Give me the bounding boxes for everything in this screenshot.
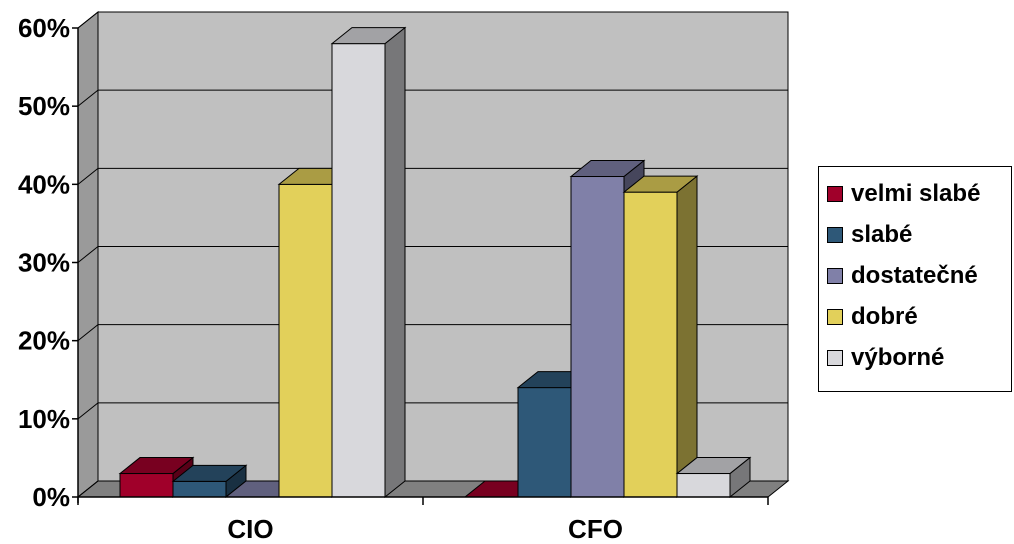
y-tick-label: 20% — [18, 326, 70, 356]
x-tick-label: CIO — [227, 514, 273, 544]
legend-item: velmi slabé — [827, 179, 980, 209]
bar — [622, 175, 699, 499]
bar-front — [676, 473, 731, 498]
legend-item: slabé — [827, 220, 912, 250]
y-tick-label: 30% — [18, 248, 70, 278]
y-tick-label: 10% — [18, 404, 70, 434]
bar-front — [331, 43, 386, 498]
legend-swatch — [827, 350, 843, 366]
y-tick-label: 0% — [32, 482, 70, 512]
legend-swatch — [827, 309, 843, 325]
legend-label: dostatečné — [851, 262, 978, 289]
legend-label: slabé — [851, 221, 913, 248]
legend-item: výborné — [827, 343, 944, 373]
x-tick-label: CFO — [568, 514, 623, 544]
bar-front — [278, 183, 333, 498]
gridline-side — [77, 167, 99, 185]
bar-side — [384, 26, 406, 499]
y-tick-label: 50% — [18, 91, 70, 121]
bar-top — [675, 457, 752, 475]
bar-front — [119, 473, 174, 498]
bar — [675, 456, 752, 499]
bar-top — [622, 175, 699, 193]
legend-item: dobré — [827, 302, 918, 332]
axes — [72, 27, 769, 505]
legend-swatch — [827, 186, 843, 202]
gridline-side — [77, 324, 99, 342]
bar — [171, 464, 248, 499]
bar-top — [569, 160, 646, 178]
y-tick-label: 40% — [18, 169, 70, 199]
gridline-side — [77, 480, 99, 498]
legend-label: dobré — [851, 303, 918, 330]
bar-front — [570, 176, 625, 498]
gridline-side — [77, 402, 99, 420]
legend: velmi slabé slabé dostatečné dobré výborné — [818, 166, 1012, 392]
bar-front — [517, 387, 572, 498]
gridline-side — [77, 246, 99, 263]
x-tick-labels: CIO CFO — [227, 514, 623, 544]
bar-top — [330, 27, 407, 45]
bars — [118, 26, 752, 499]
gridline-side — [77, 89, 99, 107]
legend-swatch — [827, 227, 843, 243]
bar — [118, 456, 195, 499]
bar-top — [118, 457, 195, 475]
bar-top — [171, 464, 248, 482]
legend-label: výborné — [851, 344, 945, 371]
y-tick-labels: 0% 10% 20% 30% 40% 50% 60% — [18, 13, 70, 512]
legend-swatch — [827, 268, 843, 284]
y-tick-label: 60% — [18, 13, 70, 43]
bar-side — [676, 175, 698, 499]
legend-item: dostatečné — [827, 261, 978, 291]
gridline-side — [77, 11, 99, 29]
bar-front — [623, 191, 678, 498]
bar-front — [172, 480, 227, 498]
legend-label: velmi slabé — [851, 180, 981, 207]
bar — [330, 26, 407, 499]
